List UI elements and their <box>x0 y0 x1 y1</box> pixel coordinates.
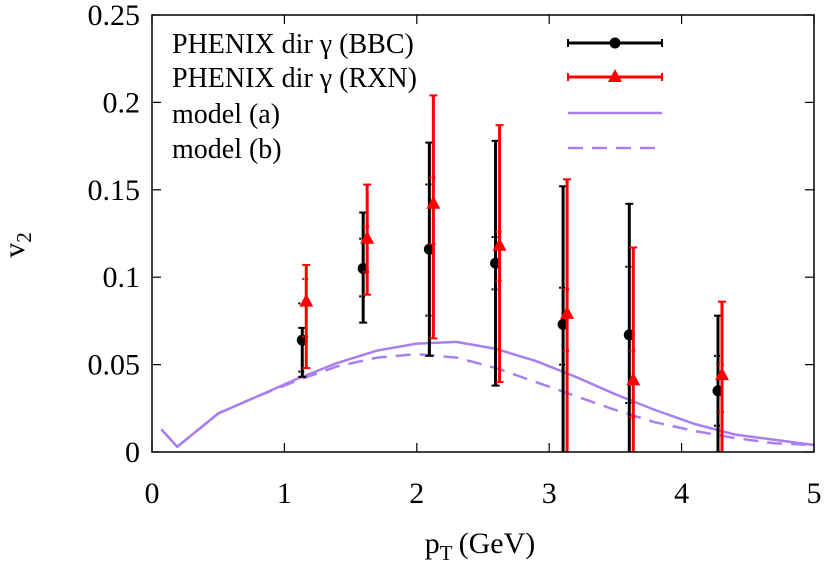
legend-item: model (a) <box>172 99 662 130</box>
legend-item: PHENIX dir γ (RXN) <box>172 63 663 94</box>
rxn-point <box>492 124 507 384</box>
y-axis-label-sub: 2 <box>12 232 36 243</box>
legend-label: model (a) <box>172 99 280 130</box>
rxn-point <box>626 246 641 452</box>
x-tick-label: 3 <box>542 477 557 510</box>
model-curves <box>160 340 815 449</box>
data-points <box>296 94 729 452</box>
x-tick-label: 4 <box>674 477 689 510</box>
x-axis-label-sub: T <box>440 541 453 561</box>
x-axis-label-unit: (GeV) <box>459 527 536 560</box>
x-tick-label: 2 <box>409 477 424 510</box>
x-tick-label: 5 <box>807 477 822 510</box>
triangle-marker <box>299 293 314 307</box>
x-tick-label: 0 <box>145 477 160 510</box>
triangle-marker <box>492 237 507 251</box>
y-tick-label: 0.15 <box>88 174 141 207</box>
y-tick-label: 0.1 <box>103 261 141 294</box>
triangle-marker <box>360 230 375 244</box>
triangle-marker <box>626 372 641 386</box>
series-line-model-b <box>160 352 815 449</box>
triangle-marker <box>560 305 575 319</box>
rxn-point <box>714 300 729 452</box>
legend-label: model (b) <box>172 134 282 165</box>
y-tick-label: 0.05 <box>88 349 141 382</box>
legend-triangle-marker <box>608 69 622 82</box>
triangle-marker <box>714 367 729 381</box>
rxn-point <box>299 263 314 370</box>
y-axis-label-main: v <box>0 243 31 258</box>
legend-circle-marker <box>609 37 621 49</box>
y-axis-label: v2 <box>0 232 36 258</box>
axis-ticks: 0 1 2 3 4 5 0 0.05 0.1 0.15 0.2 0.25 <box>88 0 822 510</box>
rxn-point <box>560 178 575 452</box>
x-axis-label: pT (GeV) <box>425 527 535 561</box>
legend: PHENIX dir γ (BBC)PHENIX dir γ (RXN) mode… <box>172 29 663 165</box>
x-tick-label: 1 <box>277 477 292 510</box>
legend-item: PHENIX dir γ (BBC) <box>172 29 663 60</box>
rxn-point <box>360 183 375 296</box>
y-tick-label: 0.2 <box>103 86 141 119</box>
y-tick-label: 0 <box>125 436 140 469</box>
plot-frame <box>151 14 815 453</box>
triangle-marker <box>426 195 441 209</box>
legend-label: PHENIX dir γ (RXN) <box>172 63 417 94</box>
y-tick-label: 0.25 <box>88 0 141 32</box>
legend-label: PHENIX dir γ (BBC) <box>172 29 414 60</box>
series-line-model-a <box>160 340 815 449</box>
rxn-point <box>426 94 441 340</box>
legend-item: model (b) <box>172 134 662 165</box>
x-axis-label-main: p <box>425 527 440 560</box>
